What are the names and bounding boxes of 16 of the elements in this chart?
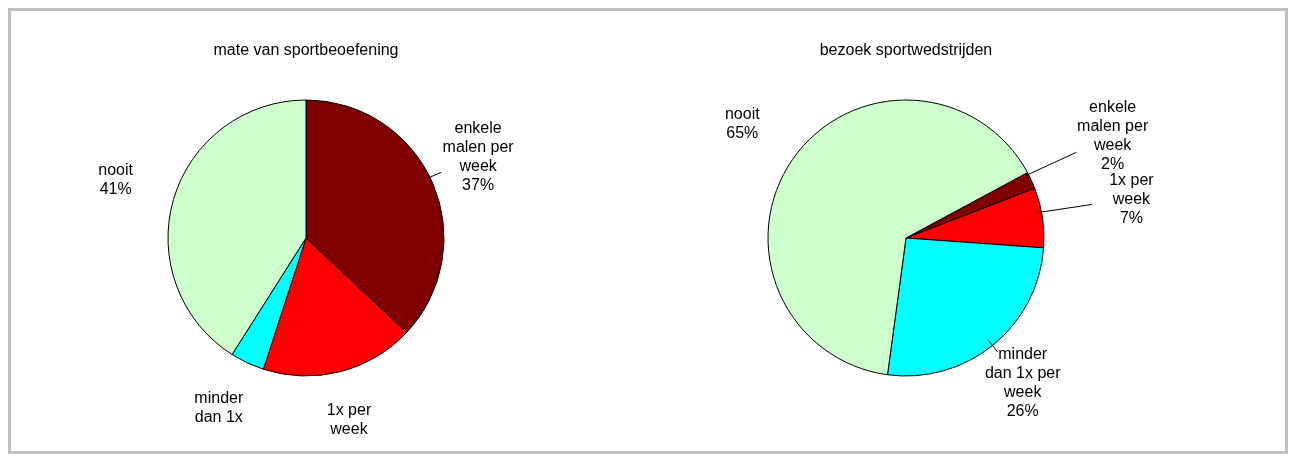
- data-label: 41%: [99, 179, 132, 197]
- data-label: 7%: [1119, 208, 1143, 226]
- chart-title: bezoek sportwedstrijden: [818, 41, 994, 59]
- data-label: 37%: [462, 175, 495, 193]
- slice-label: enkele malen per week: [442, 118, 515, 174]
- slice-label: nooit: [724, 104, 761, 122]
- chart-title: mate van sportbeoefening: [212, 41, 400, 59]
- slice-label: minder dan 1x: [194, 389, 244, 426]
- slice-label: 1x per week: [1109, 170, 1155, 207]
- data-label: 2%: [1101, 155, 1125, 173]
- slice-label: nooit: [98, 160, 134, 178]
- slice-label: enkele malen per week: [1077, 98, 1149, 154]
- slice-label: minder dan 1x per week: [984, 345, 1062, 401]
- data-label: 65%: [726, 123, 759, 141]
- slice-label: 1x per week: [326, 401, 372, 438]
- data-label: 26%: [1006, 402, 1039, 420]
